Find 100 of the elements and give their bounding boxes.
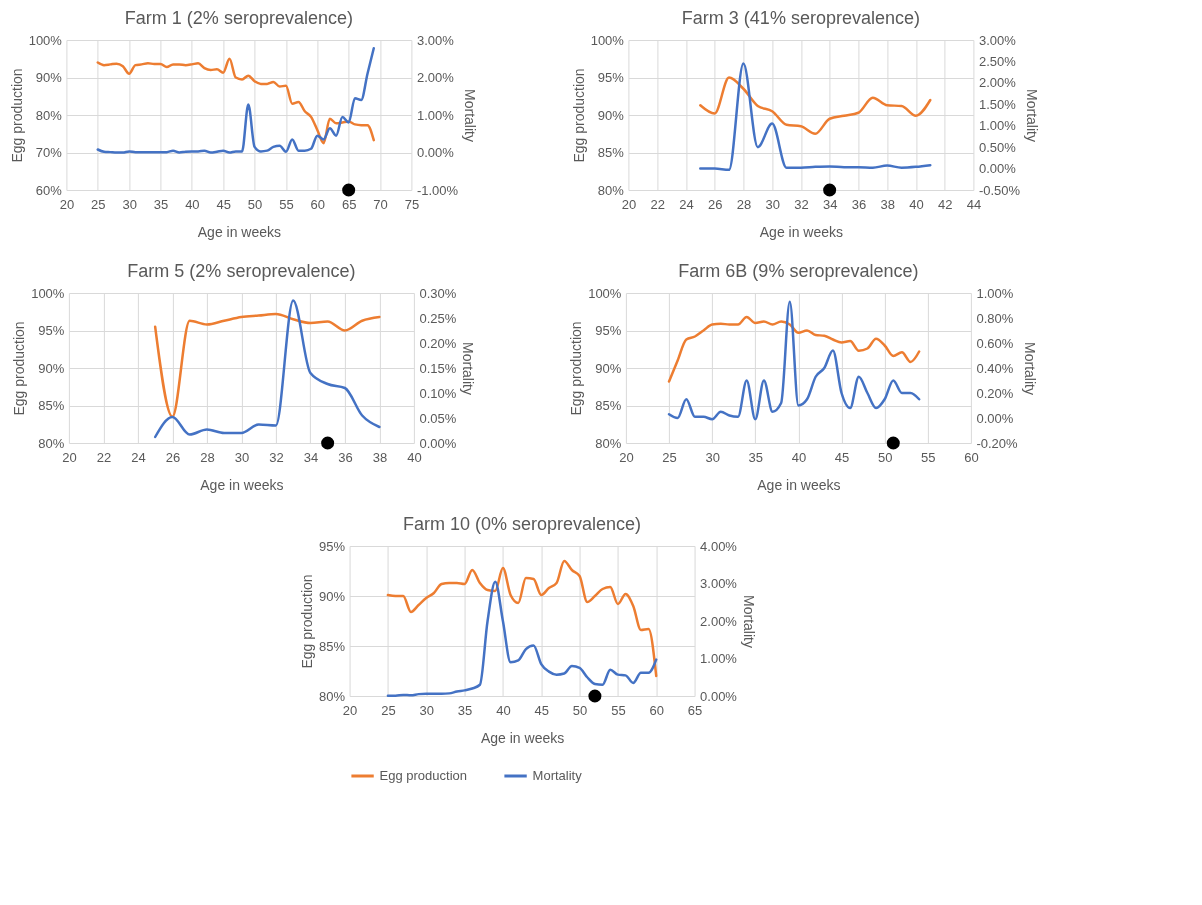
x-tick-label: 28 [200,449,215,465]
x-tick-label: 26 [707,196,723,212]
x-axis-title: Age in weeks [197,223,282,240]
x-tick-label: 50 [247,196,263,212]
y2-tick-label: 0.05% [419,410,457,426]
x-axis-title: Age in weeks [757,476,841,493]
y-tick-label: 80% [597,182,625,198]
line-series [96,57,376,145]
y-tick-label: 90% [35,70,63,85]
x-tick-label: 45 [834,449,850,465]
y2-tick-label: -1.00% [416,182,459,198]
y2-tick-label: 0.20% [419,335,457,351]
y-axis-title: Egg production [570,68,587,163]
chart-title: Farm 6B (9% seroprevalence) [678,261,919,281]
y-tick-label: 80% [35,107,63,123]
x-tick-label: 28 [736,196,752,212]
y-tick-label: 90% [38,360,65,376]
y2-tick-label: 0.80% [976,310,1014,326]
chart-title: Farm 1 (2% seroprevalence) [124,8,353,28]
x-tick-label: 50 [877,449,893,465]
y2-tick-label: 1.00% [416,107,455,123]
x-tick-label: 22 [650,196,665,212]
y2-tick-label: 0.20% [976,385,1014,401]
x-tick-label: 25 [91,196,106,212]
y-tick-label: 95% [38,323,65,338]
x-tick-label: 55 [611,702,626,718]
y-tick-label: 85% [38,398,65,413]
y-tick-label: 60% [35,182,63,198]
y2-tick-label: 2.00% [700,613,738,629]
x-tick-label: 30 [419,702,434,718]
x-tick-label: 65 [687,702,703,718]
x-tick-label: 24 [679,196,694,212]
y2-tick-label: 3.00% [700,576,738,591]
x-tick-label: 20 [619,449,634,465]
x-tick-label: 35 [748,449,764,465]
x-tick-label: 45 [216,196,231,212]
y2-tick-label: 0.00% [419,435,457,451]
x-tick-label: 60 [310,196,326,212]
x-tick-label: 40 [909,196,924,212]
x-axis-title: Age in weeks [759,223,844,240]
y2-axis-title: Mortality [462,89,479,142]
chart-title: Farm 10 (0% seroprevalence) [403,514,642,534]
y-axis-title: Egg production [568,321,585,416]
x-tick-label: 20 [59,196,75,212]
x-tick-label: 30 [234,449,250,465]
y-axis-title: Egg production [299,574,316,669]
y-tick-label: 100% [31,285,65,301]
y2-tick-label: 2.00% [416,70,455,85]
y-tick-label: 90% [597,107,625,123]
x-tick-label: 60 [649,702,664,718]
x-axis-title: Age in weeks [200,476,284,493]
x-tick-label: 65 [341,196,357,212]
x-tick-label: 20 [62,449,77,465]
y2-tick-label: 0.50% [978,139,1017,155]
line-series [153,312,381,418]
y2-tick-label: 1.00% [976,285,1014,301]
x-tick-label: 35 [457,702,473,718]
x-tick-label: 60 [964,449,979,465]
y2-tick-label: 0.25% [419,310,457,326]
x-tick-label: 70 [373,196,388,212]
x-tick-label: 32 [794,196,809,212]
x-tick-label: 40 [496,702,511,718]
x-tick-label: 35 [153,196,169,212]
line-series [96,47,376,154]
y2-tick-label: 0.00% [978,161,1017,177]
y2-axis-title: Mortality [740,595,757,648]
y-axis-title: Egg production [8,68,25,163]
y-tick-label: 90% [319,588,346,604]
y-axis-title: Egg production [11,321,28,416]
x-tick-label: 38 [372,449,388,465]
x-tick-label: 40 [185,196,200,212]
y2-axis-title: Mortality [1021,342,1038,395]
y-tick-label: 70% [35,145,63,160]
x-tick-label: 36 [851,196,867,212]
y-tick-label: 100% [590,32,625,48]
x-tick-label: 40 [791,449,807,465]
line-series [386,580,658,697]
y2-tick-label: 3.00% [416,32,455,48]
y-tick-label: 100% [28,32,63,48]
y2-tick-label: 0.00% [700,688,738,704]
y-tick-label: 95% [595,323,622,338]
x-tick-label: 34 [822,196,838,212]
y2-axis-title: Mortality [460,342,477,395]
chart-title: Farm 5 (2% seroprevalence) [127,261,356,281]
y-tick-label: 100% [588,285,622,301]
y-tick-label: 80% [319,688,346,704]
line-series [667,315,921,383]
y2-axis-title: Mortality [1024,89,1041,142]
y2-tick-label: 1.00% [978,118,1017,134]
x-tick-label: 20 [342,702,358,718]
x-tick-label: 30 [765,196,780,212]
x-tick-label: 42 [937,196,953,212]
x-tick-label: 30 [122,196,137,212]
legend-label: Egg production [379,768,468,783]
legend-label: Mortality [532,768,583,783]
y-tick-label: 85% [319,638,346,654]
x-tick-label: 38 [880,196,895,212]
x-tick-label: 40 [407,449,422,465]
y-tick-label: 85% [595,398,622,413]
y-tick-label: 80% [595,435,622,451]
